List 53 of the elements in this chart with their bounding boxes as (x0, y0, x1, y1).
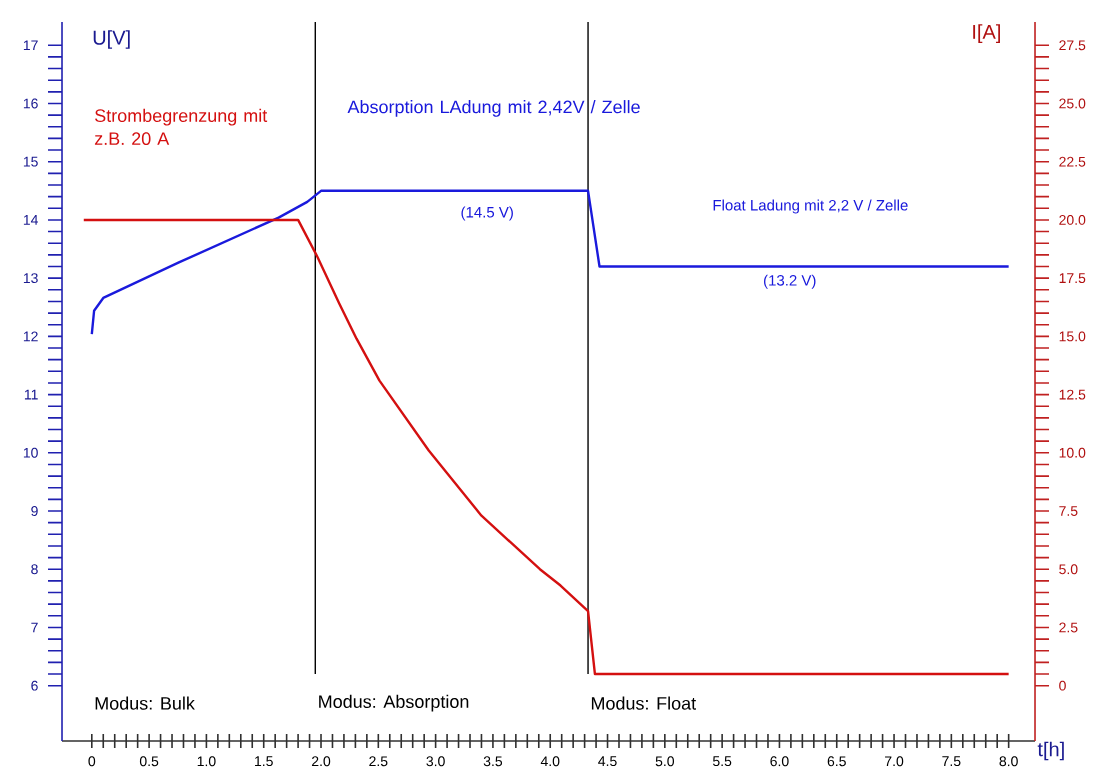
x-tick-label: 0 (88, 756, 96, 767)
y-tick-label: 11 (24, 389, 38, 400)
y-tick-label: 13 (23, 273, 38, 284)
x-tick-label: 8.0 (999, 756, 1018, 767)
y2-axis-title: I[A] (973, 24, 1000, 43)
x-tick-label: 7.0 (885, 756, 904, 767)
x-tick-label: 6.0 (770, 756, 789, 767)
x-tick-label: 2.0 (311, 756, 331, 767)
x-tick-label: 5.0 (655, 756, 675, 767)
y-tick-label: 10 (23, 447, 38, 458)
y-tick-label: 6 (31, 680, 38, 691)
x-tick-label: 6.5 (827, 756, 846, 767)
y2-tick-label: 20.0 (1059, 214, 1086, 225)
y2-tick-label: 2.5 (1059, 622, 1078, 633)
ref-line-label: Modus: Absorption (319, 694, 469, 712)
y-tick-label: 9 (31, 506, 38, 516)
annotation: Float Ladung mit 2,2 V / Zelle (713, 199, 908, 214)
y2-tick-label: 27.5 (1059, 40, 1086, 51)
ref-line-label: Modus: Float (591, 696, 696, 710)
x-tick-label: 0.5 (139, 756, 159, 767)
x-tick-label: 4.0 (540, 756, 560, 767)
x-tick-label: 3.0 (426, 756, 445, 767)
annotation: (14.5 V) (461, 206, 513, 221)
line-series (90, 189, 1010, 336)
y2-tick-label: 22.5 (1059, 156, 1086, 167)
x-tick-label: 5.5 (712, 756, 732, 767)
y-tick-label: 14 (23, 215, 38, 225)
x-tick-label: 7.5 (942, 756, 961, 767)
x-axis-title: t[h] (1037, 741, 1064, 761)
x-tick-label: 2.5 (369, 756, 388, 767)
annotation: Absorption LAdung mit 2,42V / Zelle (347, 100, 640, 117)
x-tick-label: 3.5 (483, 756, 503, 767)
annotation: (13.2 V) (764, 274, 816, 289)
y2-tick-label: 0 (1059, 680, 1066, 691)
x-tick-label: 4.5 (598, 756, 617, 767)
y2-tick-label: 12.5 (1059, 389, 1086, 400)
y2-tick-label: 5.0 (1059, 564, 1078, 575)
y-tick-label: 15 (23, 156, 38, 167)
y2-tick-label: 25.0 (1059, 98, 1086, 109)
y-tick-label: 7 (31, 622, 38, 633)
y-tick-label: 17 (23, 40, 38, 51)
annotation: Modus: Bulk (95, 696, 195, 710)
y2-tick-label: 10.0 (1059, 447, 1086, 458)
y-axis-title: U[V] (93, 30, 130, 49)
x-tick-label: 1.0 (197, 756, 216, 767)
y2-tick-label: 7.5 (1059, 506, 1078, 516)
y-tick-label: 16 (23, 98, 38, 109)
y2-tick-label: 15.0 (1059, 331, 1086, 342)
y-tick-label: 8 (31, 564, 38, 575)
y2-tick-label: 17.5 (1059, 273, 1086, 284)
annotation: Strombegrenzung mit z.B. 20 A (94, 108, 268, 146)
y-tick-label: 12 (23, 331, 38, 342)
x-tick-label: 1.5 (255, 756, 273, 767)
